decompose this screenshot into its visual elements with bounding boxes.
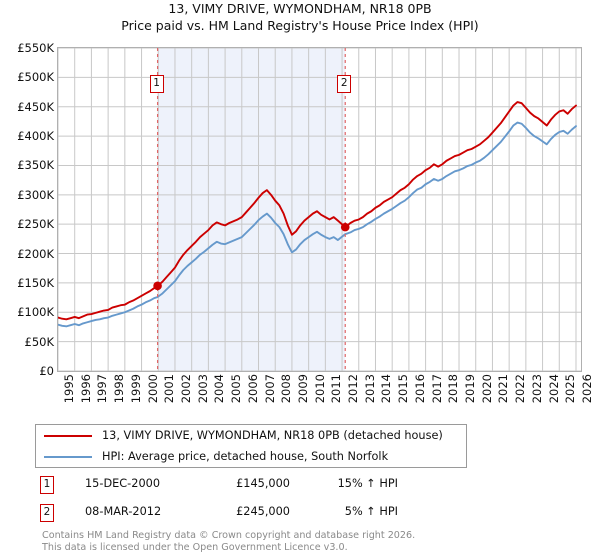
footer-line-1: Contains HM Land Registry data © Crown c… bbox=[42, 530, 416, 541]
x-axis-tick-label: 2003 bbox=[195, 374, 210, 404]
transaction-row-1[interactable]: 1 15-DEC-2000 £145,000 15% ↑ HPI bbox=[40, 474, 460, 498]
x-axis-labels: 1995 1996 1997 1998 1999 2000 2001 2002 2003 2004… bbox=[57, 374, 594, 420]
x-axis-tick-label: 1996 bbox=[78, 374, 93, 404]
x-axis-tick-label: 1999 bbox=[128, 374, 143, 404]
y-axis-tick-label: £200K bbox=[17, 246, 54, 261]
legend-swatch-price-paid bbox=[44, 434, 92, 437]
x-axis-tick-label: 2000 bbox=[145, 374, 160, 404]
transaction-row-2[interactable]: 2 08-MAR-2012 £245,000 5% ↑ HPI bbox=[40, 502, 460, 526]
y-axis-tick-label: £300K bbox=[17, 187, 54, 202]
x-axis-tick-label: 2010 bbox=[312, 374, 327, 404]
y-axis-tick-label: £150K bbox=[17, 275, 54, 290]
x-axis-tick-label: 2022 bbox=[513, 374, 528, 404]
x-axis-tick-label: 2004 bbox=[212, 374, 227, 404]
transaction-price-2: £245,000 bbox=[236, 505, 290, 518]
y-axis-tick-label: £100K bbox=[17, 305, 54, 320]
transaction-badge-2: 2 bbox=[40, 504, 54, 522]
chart-marker-callout-2[interactable]: 2 bbox=[337, 75, 352, 93]
x-axis-tick-label: 1998 bbox=[112, 374, 127, 404]
page-title: 13, VIMY DRIVE, WYMONDHAM, NR18 0PB Pric… bbox=[0, 0, 600, 34]
legend-swatch-hpi bbox=[44, 455, 92, 458]
x-axis-tick-label: 2008 bbox=[279, 374, 294, 404]
x-axis-tick-label: 2016 bbox=[412, 374, 427, 404]
transaction-hpi-delta-2: 5% ↑ HPI bbox=[344, 505, 398, 518]
chart-legend: 13, VIMY DRIVE, WYMONDHAM, NR18 0PB (det… bbox=[35, 424, 467, 468]
x-axis-tick-label: 2013 bbox=[362, 374, 377, 404]
x-axis-tick-label: 2020 bbox=[479, 374, 494, 404]
footer-line-2: This data is licensed under the Open Gov… bbox=[42, 541, 348, 553]
x-axis-tick-label: 2012 bbox=[346, 374, 361, 404]
y-axis-tick-label: £500K bbox=[17, 70, 54, 85]
legend-item-hpi: HPI: Average price, detached house, Sout… bbox=[36, 446, 466, 467]
plot-area bbox=[57, 47, 582, 372]
chart-title: 13, VIMY DRIVE, WYMONDHAM, NR18 0PB bbox=[168, 1, 432, 16]
x-axis-tick-label: 2014 bbox=[379, 374, 394, 404]
legend-item-price-paid: 13, VIMY DRIVE, WYMONDHAM, NR18 0PB (det… bbox=[36, 425, 466, 446]
transaction-badge-1: 1 bbox=[40, 476, 54, 494]
footer-attribution: Contains HM Land Registry data © Crown c… bbox=[42, 530, 562, 553]
chart-gridlines bbox=[58, 48, 581, 371]
x-axis-tick-label: 2009 bbox=[295, 374, 310, 404]
x-axis-tick-label: 2024 bbox=[546, 374, 561, 404]
x-axis-tick-label: 2015 bbox=[396, 374, 411, 404]
x-axis-tick-label: 2007 bbox=[262, 374, 277, 404]
x-axis-tick-label: 1997 bbox=[95, 374, 110, 404]
x-axis-tick-label: 2001 bbox=[162, 374, 177, 404]
x-axis-tick-label: 2026 bbox=[579, 374, 594, 404]
x-axis-tick-label: 2023 bbox=[529, 374, 544, 404]
x-axis-tick-label: 2021 bbox=[496, 374, 511, 404]
transaction-hpi-delta-1: 15% ↑ HPI bbox=[337, 477, 398, 490]
chart-series bbox=[58, 48, 577, 371]
y-axis-tick-label: £50K bbox=[24, 334, 55, 349]
y-axis-labels: £0 £50K £100K £150K £200K £250K £300K £350K £400… bbox=[0, 41, 55, 378]
legend-label-hpi: HPI: Average price, detached house, Sout… bbox=[102, 450, 389, 463]
x-axis-tick-label: 2006 bbox=[245, 374, 260, 404]
x-axis-tick-label: 2017 bbox=[429, 374, 444, 404]
x-axis-tick-label: 2018 bbox=[446, 374, 461, 404]
x-axis-tick-label: 2019 bbox=[463, 374, 478, 404]
y-axis-tick-label: £450K bbox=[17, 99, 54, 114]
x-axis-tick-label: 2002 bbox=[178, 374, 193, 404]
y-axis-tick-label: £250K bbox=[17, 217, 54, 232]
y-axis-tick-label: £550K bbox=[17, 41, 54, 55]
y-axis-tick-label: £0 bbox=[39, 364, 54, 378]
x-axis-tick-label: 2025 bbox=[563, 374, 578, 404]
legend-label-price-paid: 13, VIMY DRIVE, WYMONDHAM, NR18 0PB (det… bbox=[102, 429, 443, 442]
chart-subtitle: Price paid vs. HM Land Registry's House … bbox=[121, 18, 479, 33]
y-axis-tick-label: £400K bbox=[17, 129, 54, 144]
chart-marker-callout-1[interactable]: 1 bbox=[149, 75, 164, 93]
transaction-price-1: £145,000 bbox=[236, 477, 290, 490]
x-axis-tick-label: 2011 bbox=[329, 374, 344, 404]
transaction-date-2: 08-MAR-2012 bbox=[85, 505, 162, 518]
y-axis-tick-label: £350K bbox=[17, 158, 54, 173]
x-axis-tick-label: 2005 bbox=[229, 374, 244, 404]
x-axis-tick-label: 1995 bbox=[62, 374, 76, 404]
transaction-date-1: 15-DEC-2000 bbox=[85, 477, 161, 490]
